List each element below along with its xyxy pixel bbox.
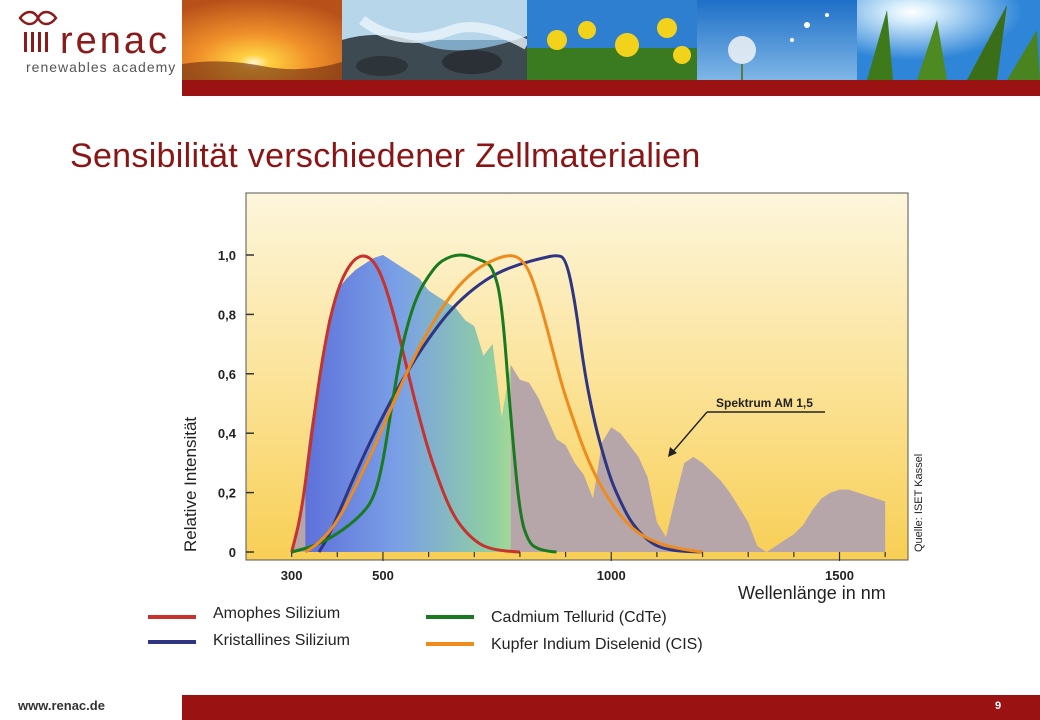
x-tick-label: 1000 — [597, 568, 626, 583]
x-axis-label: Wellenlänge in nm — [738, 583, 886, 603]
visible-spectrum-area — [305, 255, 511, 552]
series-line-3 — [304, 254, 703, 554]
legend-swatch-cis — [426, 642, 474, 646]
legend-label-crystalline: Kristallines Silizium — [213, 632, 350, 649]
page-number: 9 — [995, 700, 1002, 712]
series-line-0 — [290, 254, 520, 554]
y-tick-label: 0 — [229, 545, 236, 560]
dandelion-photo — [697, 0, 857, 80]
x-tick-label: 500 — [372, 568, 394, 583]
legend-swatch-cdte — [426, 615, 474, 619]
legend-label-cis: Kupfer Indium Diselenid (CIS) — [491, 636, 703, 653]
y-axis-label: Relative Intensität — [181, 416, 200, 552]
sunset-photo — [182, 0, 342, 80]
legend-swatch-crystalline — [148, 640, 196, 644]
y-tick-label: 0,4 — [218, 426, 237, 441]
footer-left — [0, 695, 182, 720]
spectrum-annotation-label: Spektrum AM 1,5 — [716, 396, 813, 410]
header-accent-bar — [182, 80, 1040, 96]
footer-bar — [182, 695, 1040, 720]
rapeseed-photo — [527, 0, 697, 80]
cornfield-photo — [857, 0, 1040, 80]
footer-url[interactable]: www.renac.de — [18, 698, 105, 713]
legend-label-amorphous: Amophes Silizium — [213, 605, 341, 622]
logo-wordmark: renac — [60, 20, 171, 62]
x-tick-label: 1500 — [825, 568, 854, 583]
source-note: Quelle: ISET Kassel — [913, 453, 925, 552]
legend-label-cdte: Cadmium Tellurid (CdTe) — [491, 609, 667, 626]
y-tick-label: 0,6 — [218, 367, 236, 382]
waterfall-photo — [342, 0, 527, 80]
legend-swatch-amorphous — [148, 615, 196, 619]
renac-logo-icon — [18, 10, 58, 52]
y-tick-label: 0,8 — [218, 307, 236, 322]
slide-title: Sensibilität verschiedener Zellmateriali… — [70, 137, 701, 175]
spectrum-annotation: Spektrum AM 1,5 — [668, 396, 825, 457]
x-tick-label: 300 — [281, 568, 303, 583]
spectral-sensitivity-chart: 0 0,2 0,4 0,6 0,8 1,0 300 500 1000 1500 Spektrum … — [218, 192, 909, 583]
logo[interactable]: renac renewables academy — [0, 0, 182, 96]
y-tick-label: 0,2 — [218, 486, 236, 501]
series-line-2 — [291, 253, 557, 554]
y-tick-label: 1,0 — [218, 248, 236, 263]
logo-subtitle: renewables academy — [26, 59, 177, 75]
header: renac renewables academy — [0, 0, 1040, 96]
